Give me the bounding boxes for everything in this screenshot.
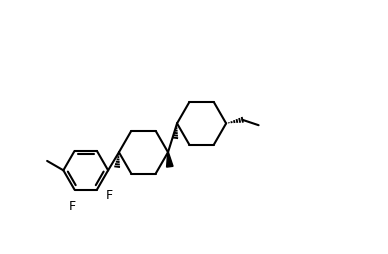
Text: F: F xyxy=(106,188,113,202)
Polygon shape xyxy=(166,152,173,167)
Text: F: F xyxy=(69,200,76,213)
